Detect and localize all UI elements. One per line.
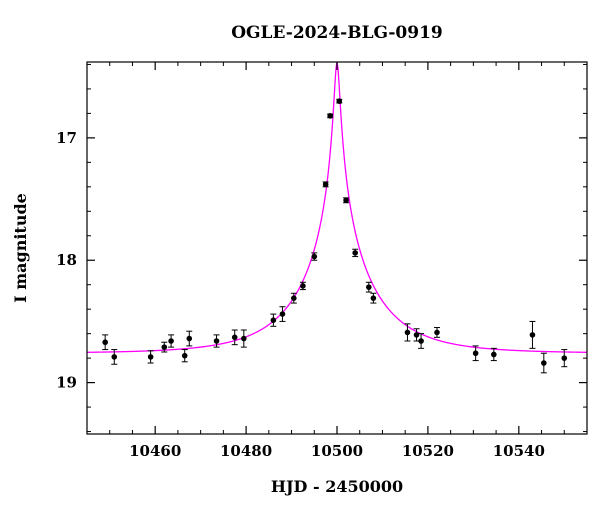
data-point	[336, 98, 343, 104]
data-point	[404, 329, 411, 336]
data-point	[111, 354, 118, 360]
data-point	[213, 338, 220, 344]
data-point	[322, 181, 329, 188]
model-curve-layer	[86, 61, 588, 353]
data-point	[300, 283, 306, 289]
data-point	[352, 250, 358, 256]
data-point	[413, 332, 420, 338]
data-point	[561, 355, 568, 361]
plot-frame	[86, 61, 588, 435]
y-tick-label: 19	[56, 374, 77, 392]
data-point	[241, 335, 247, 342]
data-point	[434, 329, 440, 336]
x-axis-label: HJD - 2450000	[271, 477, 403, 496]
axes-layer	[86, 61, 588, 435]
data-points-layer	[102, 98, 568, 374]
x-tick-label: 10460	[129, 442, 181, 460]
data-point	[541, 360, 547, 366]
data-point	[327, 113, 333, 119]
data-point	[161, 344, 168, 350]
x-tick-label: 10480	[220, 442, 272, 460]
data-point	[181, 352, 188, 359]
y-tick-label: 17	[56, 129, 77, 147]
data-point	[343, 197, 349, 204]
data-point	[418, 338, 424, 344]
data-point	[186, 335, 193, 342]
x-tick-label: 10520	[402, 442, 454, 460]
y-tick-label: 18	[56, 251, 77, 269]
data-point	[311, 253, 318, 260]
data-point	[529, 332, 536, 338]
tick-layer: 10460 10480 10500 10520 10540 17 18 19	[56, 62, 588, 460]
x-tick-label: 10540	[493, 442, 545, 460]
data-point	[491, 351, 497, 358]
model-curve-line	[86, 61, 588, 353]
y-axis-label: I magnitude	[11, 193, 30, 303]
data-point	[279, 311, 286, 317]
data-point	[370, 295, 377, 301]
data-point	[147, 354, 154, 360]
data-point	[291, 295, 297, 301]
x-tick-label: 10500	[311, 442, 363, 460]
data-point	[168, 338, 174, 344]
data-point	[102, 339, 108, 346]
data-point	[270, 317, 277, 323]
data-point	[366, 284, 372, 290]
data-point	[231, 334, 238, 341]
data-point	[472, 350, 479, 357]
chart-title: OGLE-2024-BLG-0919	[231, 23, 443, 43]
